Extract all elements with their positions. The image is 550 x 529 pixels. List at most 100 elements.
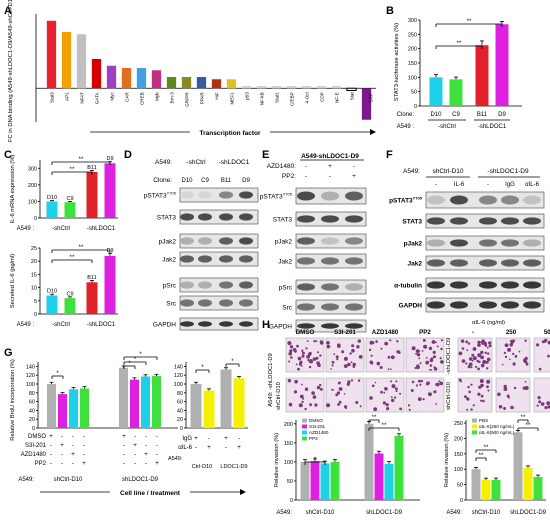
invasive-cell-dot <box>415 353 417 355</box>
invasive-cell-dot <box>471 354 474 357</box>
panel-f-band <box>427 301 445 308</box>
panel-b-clone-label: Clone: <box>397 112 415 118</box>
invasive-cell-dot <box>301 350 303 352</box>
panel-d-band <box>239 237 253 244</box>
invasive-cell-dot <box>377 362 381 366</box>
panel-hright-tick-label: 50 <box>457 483 463 489</box>
panel-g2-treatment-cell: - <box>195 444 197 451</box>
panel-b-tick-label: 150 <box>408 61 417 67</box>
invasive-cell-dot <box>298 357 302 361</box>
invasive-cell-dot <box>416 365 420 369</box>
panel-d-clone-label: Clone: <box>153 177 172 184</box>
invasive-cell-dot <box>302 352 305 355</box>
invasive-cell-dot <box>459 379 462 382</box>
panel-g-treatment-cell: - <box>72 433 74 440</box>
invasive-cell-dot <box>525 381 527 383</box>
panel-h-column-header: PP2 <box>419 329 431 336</box>
panel-d-blot-label: pSTAT3Y705 <box>144 191 177 200</box>
invasive-cell-dot <box>547 355 550 358</box>
panel-g-treatment-cell: - <box>134 433 136 440</box>
invasive-cell-dot <box>480 351 483 354</box>
invasive-cell-dot <box>344 393 346 395</box>
invasion-micrograph <box>366 378 404 412</box>
panel-g-bar <box>130 380 139 428</box>
panel-hright-group-label: shCtrl-D10 <box>472 510 501 516</box>
invasive-cell-dot <box>294 390 297 393</box>
invasive-cell-dot <box>425 361 429 365</box>
invasive-cell-dot <box>339 401 342 404</box>
invasive-cell-dot <box>395 380 397 382</box>
invasive-cell-dot <box>398 351 401 354</box>
panel-h-row-label: shCtrl-D10 <box>276 382 282 410</box>
invasive-cell-dot <box>287 341 291 345</box>
panel-cbottom-tick-label: 25 <box>31 246 37 252</box>
panel-a-x-label: Transcription factor <box>199 130 261 137</box>
panel-d-band <box>239 321 253 326</box>
panel-g-treatment-label: PP2 <box>35 461 47 467</box>
invasive-cell-dot <box>420 380 423 383</box>
invasive-cell-dot <box>480 400 482 402</box>
invasive-cell-dot <box>507 395 510 398</box>
invasive-cell-dot <box>477 343 481 347</box>
invasive-cell-dot <box>289 403 293 407</box>
panel-hright-legend-swatch <box>472 425 477 429</box>
panel-hleft-legend-label: DMSO <box>309 418 323 423</box>
invasion-micrograph <box>286 378 324 412</box>
panel-h-right-header: - <box>472 329 474 336</box>
panel-d-band <box>239 255 253 262</box>
invasive-cell-dot <box>499 405 503 409</box>
panel-a-category-label: NF-kB <box>260 92 265 105</box>
invasive-cell-dot <box>538 396 541 399</box>
panel-e-band <box>345 323 363 328</box>
panel-hleft-bar <box>321 463 330 500</box>
panel-g2-tick-label: 140 <box>174 364 183 370</box>
panel-g2-treatment-cell: - <box>225 444 227 451</box>
panel-d-band <box>219 321 233 326</box>
panel-ctop-group-label: -shCtrl <box>52 226 70 232</box>
panel-d-band <box>198 255 212 262</box>
panel-e-band <box>345 237 363 244</box>
panel-d-band <box>198 281 212 288</box>
panel-g-x-label: Cell line / treatment <box>120 490 181 497</box>
panel-h-column-header: DMSO <box>296 329 315 336</box>
panel-ctop-sig-label: ** <box>79 157 84 163</box>
panel-e-band <box>321 191 339 200</box>
panel-e-band <box>321 303 339 310</box>
panel-ctop-bar <box>105 163 116 218</box>
panel-a-bar <box>257 86 266 88</box>
panel-f-band <box>479 301 497 308</box>
panel-g-treatment-cell: - <box>123 442 125 449</box>
invasive-cell-dot <box>423 398 425 400</box>
panel-g-bar <box>141 377 150 428</box>
panel-d-band <box>198 237 212 244</box>
invasive-cell-dot <box>489 344 492 347</box>
panel-hright-sig-label: ** <box>479 453 484 459</box>
invasive-cell-dot <box>473 347 477 351</box>
panel-hright-tick-label: 200 <box>454 436 463 442</box>
panel-d-band <box>219 237 233 244</box>
invasive-cell-dot <box>435 403 437 405</box>
invasive-cell-dot <box>479 361 481 363</box>
panel-g2-treatment-label: IgG <box>182 436 192 442</box>
invasive-cell-dot <box>358 339 361 342</box>
panel-d-band <box>219 191 233 198</box>
panel-e-blot-label: GAPDH <box>269 324 292 331</box>
invasive-cell-dot <box>485 344 488 347</box>
invasive-cell-dot <box>435 341 437 343</box>
panel-e-treatment-cell: - <box>305 173 307 180</box>
panel-e-band <box>297 191 315 200</box>
invasive-cell-dot <box>316 357 319 360</box>
panel-e-band <box>297 257 315 264</box>
panel-e-band <box>321 237 339 244</box>
invasive-cell-dot <box>503 407 506 410</box>
invasive-cell-dot <box>386 403 389 406</box>
panel-e-band <box>345 257 363 264</box>
panel-g-arrow-head <box>240 489 246 495</box>
panel-hleft-bar <box>301 462 310 500</box>
panel-a-bar <box>182 77 191 88</box>
panel-hright-tick-label: 250 <box>454 421 463 427</box>
panel-f-blot-label: STAT3 <box>402 219 422 226</box>
invasive-cell-dot <box>301 401 303 403</box>
invasive-cell-dot <box>513 362 516 365</box>
panel-f-band <box>427 281 445 288</box>
